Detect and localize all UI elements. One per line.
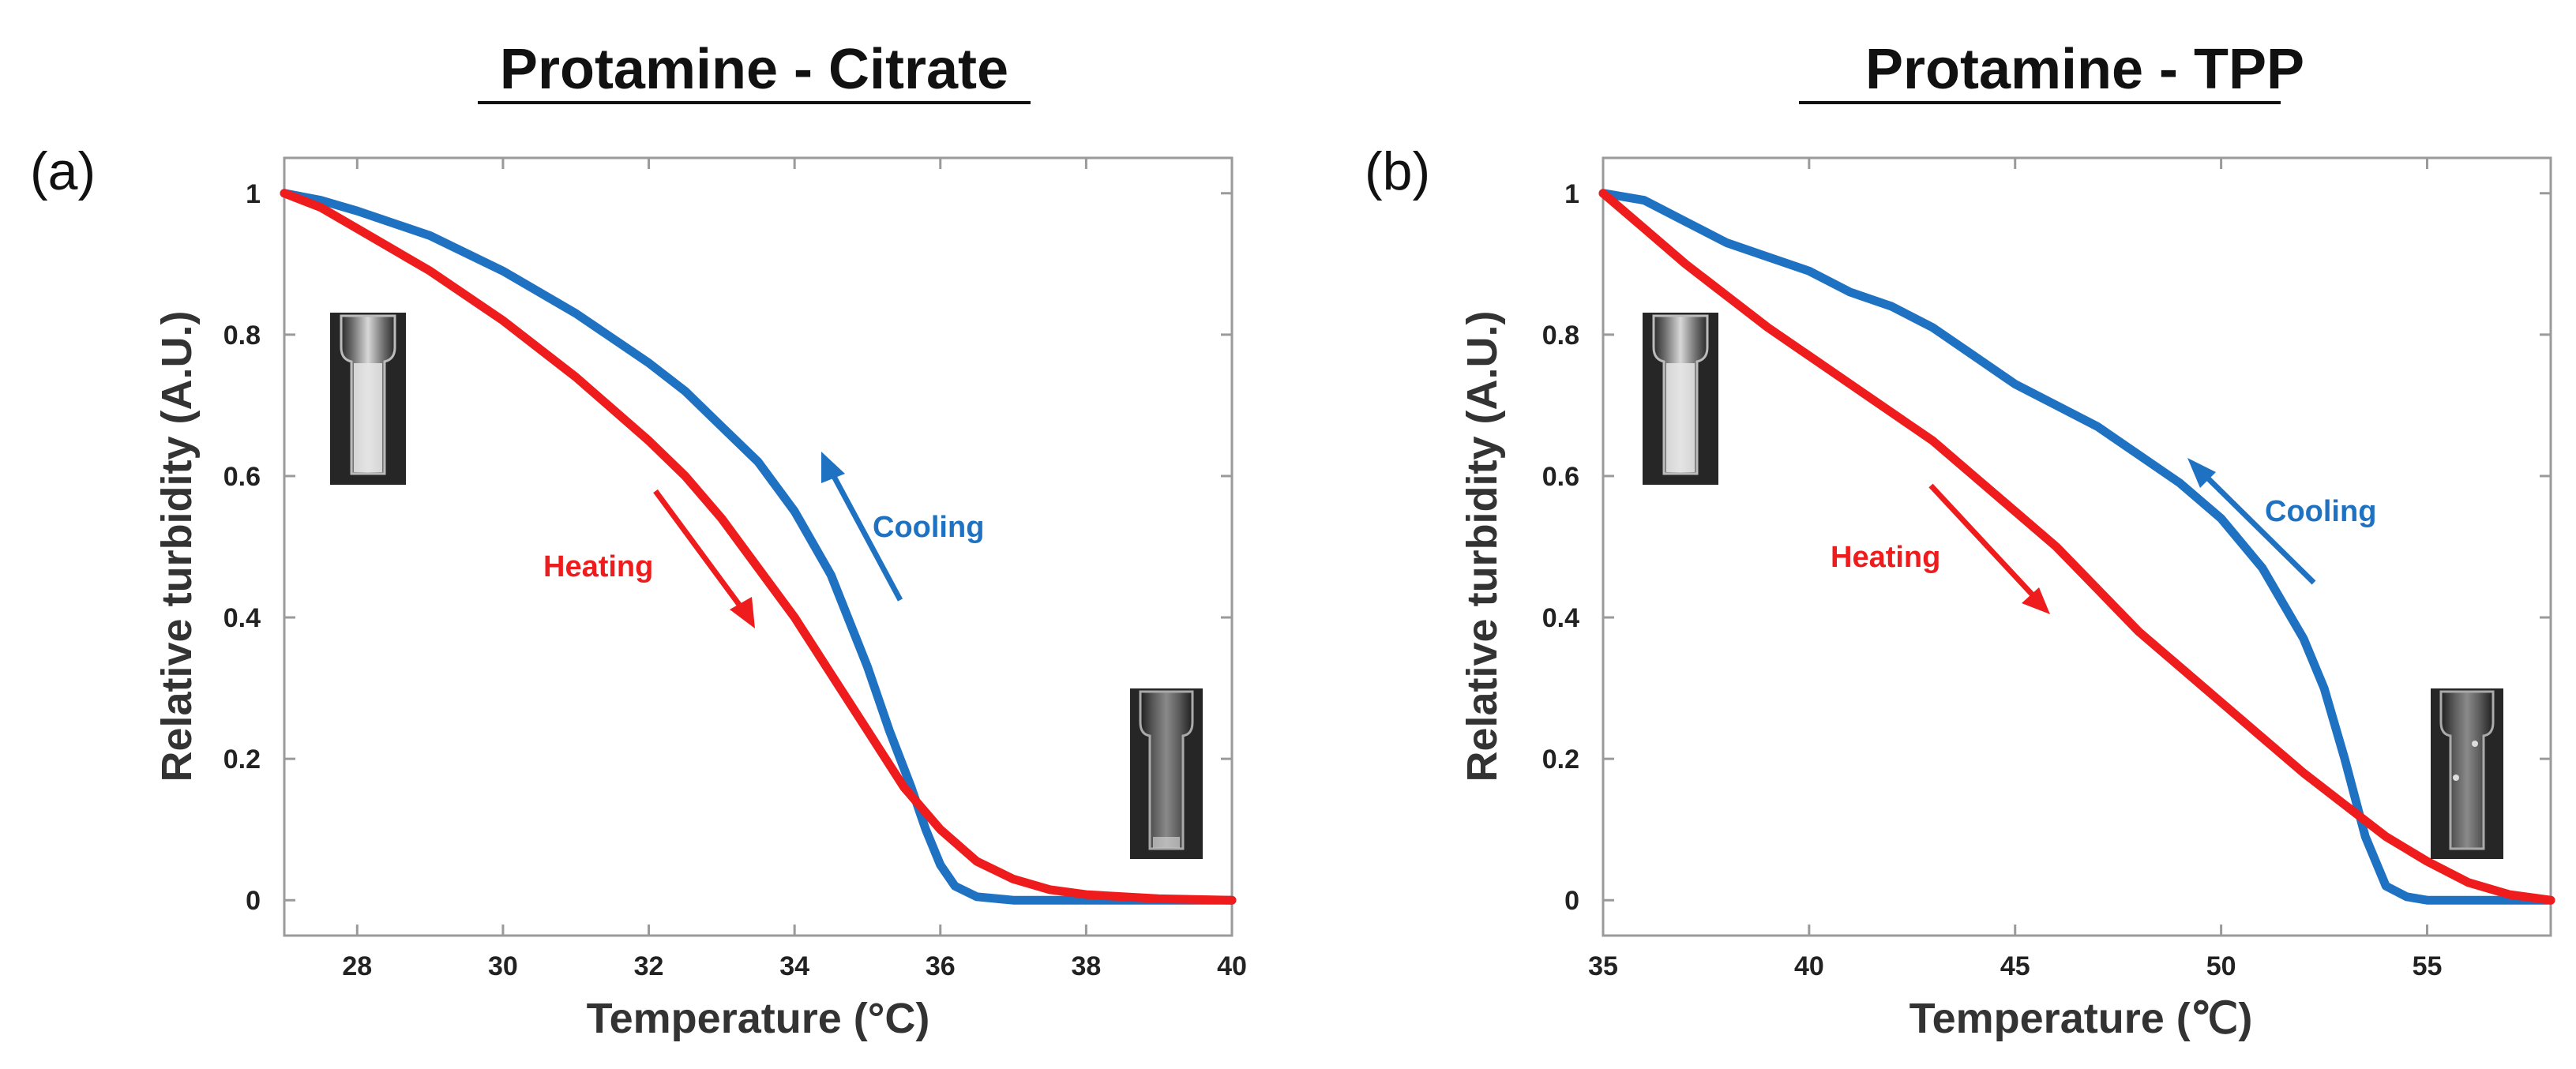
- vial-turbid-image: [330, 313, 406, 485]
- y-axis-title: Relative turbidity (A.U.): [1459, 310, 1506, 782]
- plot-frame: [1602, 156, 2552, 937]
- series-line-cooling: [1598, 189, 2555, 905]
- cooling-arrow: [2187, 458, 2316, 585]
- series-line-heating: [1598, 189, 2555, 905]
- x-tick-label: 36: [926, 951, 956, 981]
- y-tick-label: 1: [1564, 179, 1579, 209]
- vial-turbid-image: [1643, 313, 1718, 485]
- chart-title: Protamine - TPP: [1865, 38, 2304, 101]
- plot-frame: [283, 156, 1234, 937]
- panel-label: (b): [1365, 141, 1430, 201]
- cooling-label: Cooling: [873, 511, 984, 544]
- y-tick-label: 0: [246, 886, 261, 916]
- series-line-heating: [280, 189, 1237, 905]
- x-tick-label: 32: [634, 951, 664, 981]
- x-tick-label: 35: [1588, 951, 1618, 981]
- cooling-label: Cooling: [2265, 495, 2376, 528]
- y-tick-label: 0.8: [223, 321, 261, 351]
- y-tick-label: 1: [246, 179, 261, 209]
- vial-clear-image: [2431, 688, 2503, 859]
- chart-title: Protamine - Citrate: [500, 38, 1008, 101]
- panel-a: Protamine - Citrate (a) 28 30 32 34 36 38 40 0 0…: [30, 38, 1247, 1042]
- heating-arrow: [653, 489, 755, 628]
- x-tick-label: 38: [1071, 951, 1101, 981]
- panel-b: Protamine - TPP (b) 35 40 45 50 55 0 0.2 0.4 0.6…: [1365, 38, 2555, 1042]
- y-tick-label: 0.8: [1542, 321, 1579, 351]
- y-axis-title: Relative turbidity (A.U.): [153, 310, 201, 782]
- heating-arrow: [1928, 483, 2050, 614]
- heating-label: Heating: [1831, 541, 1940, 574]
- x-tick-label: 34: [779, 951, 809, 981]
- x-tick-label: 55: [2413, 951, 2443, 981]
- y-tick-label: 0.6: [223, 462, 261, 492]
- heating-label: Heating: [543, 550, 653, 583]
- x-tick-label: 40: [1217, 951, 1247, 981]
- x-tick-label: 45: [2000, 951, 2030, 981]
- cooling-arrow: [821, 452, 903, 602]
- x-tick-label: 40: [1794, 951, 1824, 981]
- x-tick-label: 50: [2206, 951, 2236, 981]
- vial-clear-image: [1130, 688, 1203, 859]
- series-line-cooling: [280, 189, 1237, 905]
- y-tick-label: 0.6: [1542, 462, 1579, 492]
- y-tick-label: 0.2: [1542, 745, 1579, 775]
- x-tick-label: 30: [488, 951, 518, 981]
- x-axis-title: Temperature (℃): [1909, 995, 2253, 1042]
- y-tick-label: 0.4: [223, 603, 261, 633]
- x-tick-label: 28: [342, 951, 372, 981]
- panel-label: (a): [30, 141, 96, 201]
- y-tick-label: 0.2: [223, 745, 261, 775]
- y-tick-label: 0: [1564, 886, 1579, 916]
- y-tick-label: 0.4: [1542, 603, 1579, 633]
- x-axis-title: Temperature (°C): [587, 995, 930, 1042]
